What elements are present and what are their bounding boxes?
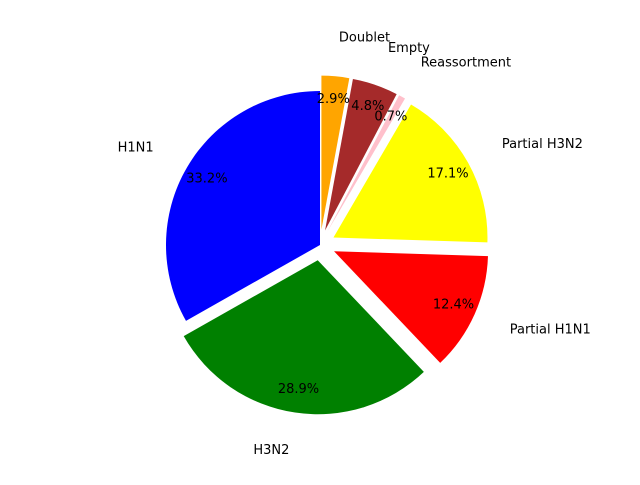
pct-label-reassortment: 0.7%: [374, 110, 407, 125]
slice-label-doublet: Doublet: [339, 30, 390, 45]
pie-slice-partial-h1n1: [334, 251, 488, 363]
slice-label-h3n2: H3N2: [253, 443, 289, 458]
pie-slice-partial-h3n2: [333, 104, 488, 243]
pct-label-doublet: 2.9%: [317, 92, 350, 107]
slice-label-reassortment: Reassortment: [421, 56, 511, 71]
pct-label-h1n1: 33.2%: [186, 172, 227, 187]
pie-slices: [166, 75, 488, 415]
pie-slice-reassortment: [327, 95, 406, 232]
pie-slice-empty: [325, 78, 397, 231]
pie-slice-doublet: [321, 75, 350, 230]
pie-labels: 33.2% H1N1 28.9% H3N2 12.4% Partial H1N1 17.1%…: [118, 30, 591, 458]
pct-label-partial-h3n2: 17.1%: [427, 167, 468, 182]
pct-label-empty: 4.8%: [351, 99, 384, 114]
slice-label-empty: Empty: [388, 41, 430, 56]
slice-label-partial-h3n2: Partial H3N2: [502, 137, 583, 152]
pct-label-h3n2: 28.9%: [278, 382, 319, 397]
pie-slice-h1n1: [166, 91, 320, 321]
slice-label-h1n1: H1N1: [118, 141, 154, 156]
pct-label-partial-h1n1: 12.4%: [433, 297, 474, 312]
slice-label-partial-h1n1: Partial H1N1: [510, 322, 591, 337]
pie-slice-h3n2: [183, 260, 424, 415]
